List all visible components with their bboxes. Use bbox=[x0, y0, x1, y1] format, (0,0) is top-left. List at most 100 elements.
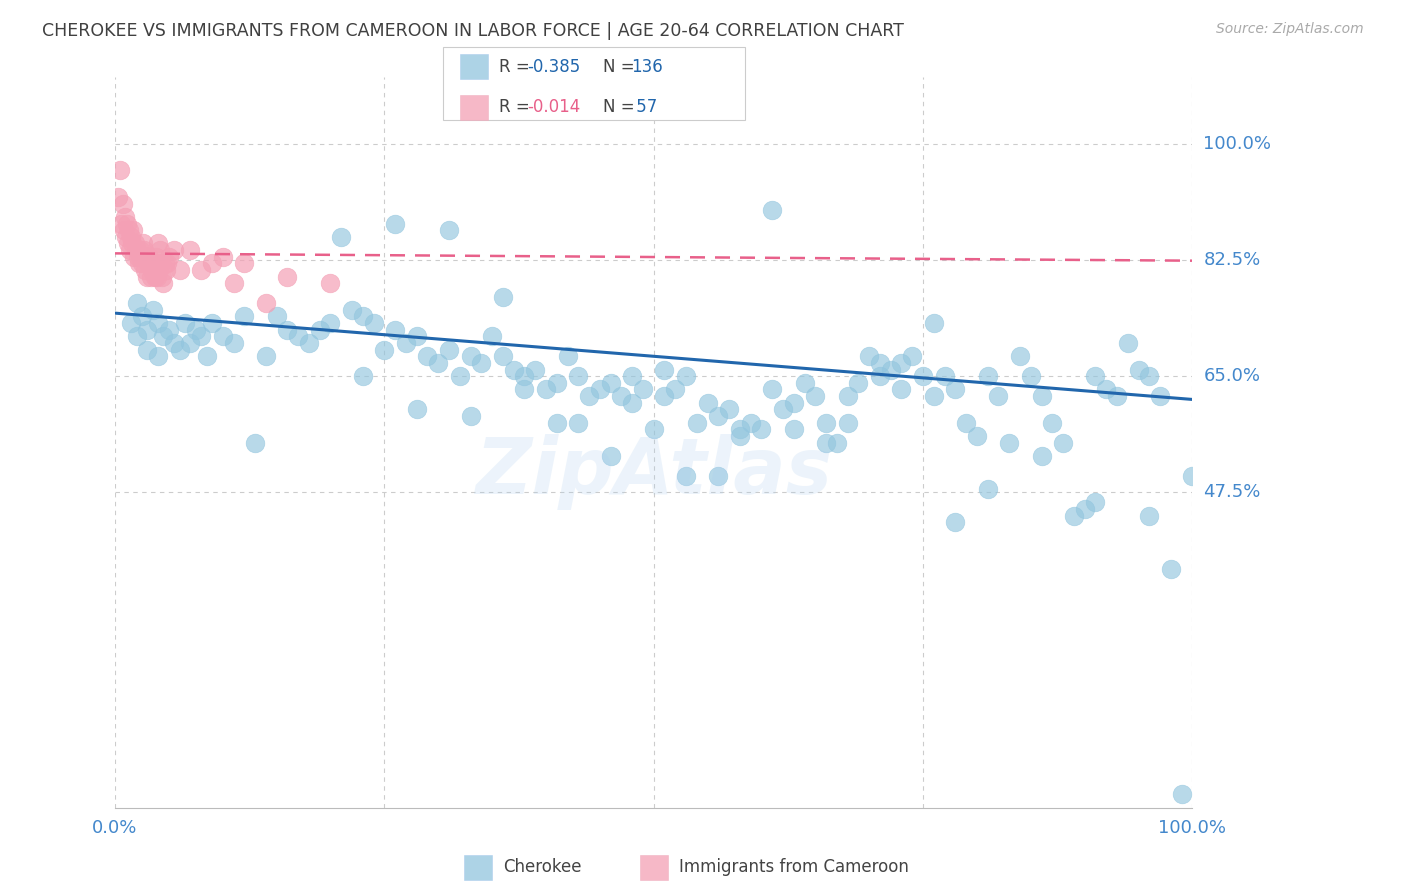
Point bbox=[243, 435, 266, 450]
Point bbox=[546, 376, 568, 390]
Point bbox=[707, 409, 730, 423]
Point bbox=[922, 389, 945, 403]
Point bbox=[890, 383, 912, 397]
Point bbox=[254, 349, 277, 363]
Point bbox=[122, 223, 145, 237]
Text: 47.5%: 47.5% bbox=[1204, 483, 1261, 501]
Point bbox=[352, 310, 374, 324]
Point bbox=[169, 263, 191, 277]
Point bbox=[319, 316, 342, 330]
Point bbox=[127, 250, 149, 264]
Point bbox=[664, 383, 686, 397]
Point bbox=[211, 250, 233, 264]
Point bbox=[1063, 508, 1085, 523]
Point bbox=[149, 243, 172, 257]
Point bbox=[117, 236, 139, 251]
Point bbox=[124, 236, 146, 251]
Point bbox=[129, 250, 152, 264]
Point bbox=[911, 369, 934, 384]
Point bbox=[1181, 468, 1204, 483]
Point bbox=[266, 310, 288, 324]
Point bbox=[643, 422, 665, 436]
Text: 57: 57 bbox=[631, 98, 658, 116]
Point bbox=[943, 515, 966, 529]
Point bbox=[567, 416, 589, 430]
Point bbox=[330, 229, 353, 244]
Point bbox=[115, 217, 138, 231]
Point bbox=[125, 243, 148, 257]
Text: -0.014: -0.014 bbox=[527, 98, 581, 116]
Point bbox=[298, 336, 321, 351]
Text: 82.5%: 82.5% bbox=[1204, 251, 1261, 269]
Point bbox=[141, 263, 163, 277]
Point bbox=[114, 210, 136, 224]
Point bbox=[1128, 362, 1150, 376]
Point bbox=[654, 362, 676, 376]
Point bbox=[152, 269, 174, 284]
Point bbox=[481, 329, 503, 343]
Point bbox=[135, 250, 157, 264]
Point bbox=[143, 269, 166, 284]
Point bbox=[222, 277, 245, 291]
Point bbox=[815, 435, 838, 450]
Point bbox=[120, 316, 142, 330]
Point bbox=[142, 263, 165, 277]
Point bbox=[955, 416, 977, 430]
Text: R =: R = bbox=[499, 58, 536, 76]
Point bbox=[772, 402, 794, 417]
Point bbox=[152, 329, 174, 343]
Point bbox=[728, 422, 751, 436]
Point bbox=[112, 223, 135, 237]
Point bbox=[848, 376, 870, 390]
Point bbox=[110, 217, 132, 231]
Point bbox=[513, 369, 536, 384]
Point bbox=[190, 329, 212, 343]
Point bbox=[890, 356, 912, 370]
Point bbox=[125, 329, 148, 343]
Point bbox=[599, 376, 621, 390]
Point bbox=[696, 396, 718, 410]
Point bbox=[524, 362, 547, 376]
Point bbox=[470, 356, 492, 370]
Point bbox=[146, 269, 169, 284]
Point bbox=[728, 429, 751, 443]
Point bbox=[152, 277, 174, 291]
Point bbox=[114, 229, 136, 244]
Point bbox=[131, 310, 153, 324]
Point bbox=[610, 389, 633, 403]
Point bbox=[557, 349, 579, 363]
Point bbox=[138, 250, 160, 264]
Text: ZipAtlas: ZipAtlas bbox=[475, 434, 832, 510]
Text: -0.385: -0.385 bbox=[527, 58, 581, 76]
Point bbox=[654, 389, 676, 403]
Text: Immigrants from Cameroon: Immigrants from Cameroon bbox=[679, 858, 908, 876]
Point bbox=[1052, 435, 1074, 450]
Point bbox=[837, 416, 859, 430]
Point bbox=[1008, 349, 1031, 363]
Point bbox=[145, 250, 167, 264]
Point bbox=[1105, 389, 1128, 403]
Point bbox=[146, 316, 169, 330]
Point bbox=[934, 369, 956, 384]
Point bbox=[134, 263, 156, 277]
Point bbox=[460, 409, 482, 423]
Point bbox=[142, 256, 165, 270]
Point bbox=[869, 356, 891, 370]
Point bbox=[155, 263, 177, 277]
Text: Cherokee: Cherokee bbox=[503, 858, 582, 876]
Text: R =: R = bbox=[499, 98, 536, 116]
Point bbox=[384, 217, 406, 231]
Point bbox=[880, 362, 903, 376]
Point bbox=[621, 396, 644, 410]
Point bbox=[276, 269, 298, 284]
Point bbox=[319, 277, 342, 291]
Point bbox=[1031, 389, 1053, 403]
Point bbox=[287, 329, 309, 343]
Point bbox=[761, 383, 783, 397]
Point bbox=[118, 223, 141, 237]
Point bbox=[1137, 508, 1160, 523]
Point bbox=[1149, 389, 1171, 403]
Text: 65.0%: 65.0% bbox=[1204, 368, 1261, 385]
Point bbox=[120, 243, 142, 257]
Point bbox=[783, 422, 806, 436]
